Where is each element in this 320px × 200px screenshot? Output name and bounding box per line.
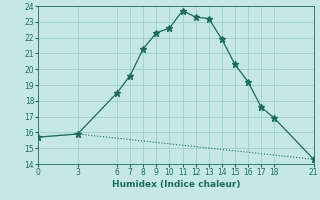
X-axis label: Humidex (Indice chaleur): Humidex (Indice chaleur): [112, 180, 240, 189]
